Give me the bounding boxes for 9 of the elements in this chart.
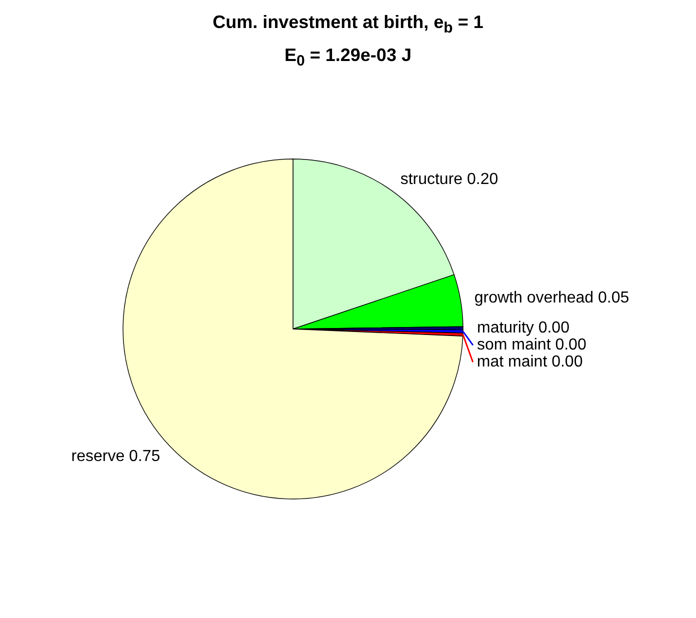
- slice-label: som maint 0.00: [476, 336, 586, 354]
- slice-label: structure 0.20: [400, 171, 498, 188]
- slice-label: maturity 0.00: [477, 320, 570, 337]
- chart-subtitle: E$_{0}$ = 1.29e-03 J: [284, 44, 412, 70]
- slice-label: mat maint 0.00: [476, 354, 583, 371]
- slice-label: growth overhead 0.05: [474, 290, 630, 307]
- slice-label: reserve 0.75: [71, 448, 160, 466]
- chart-title: Cum. investment at birth, e$_{b}$ = 1: [212, 12, 484, 37]
- pie-slice: [122, 158, 464, 500]
